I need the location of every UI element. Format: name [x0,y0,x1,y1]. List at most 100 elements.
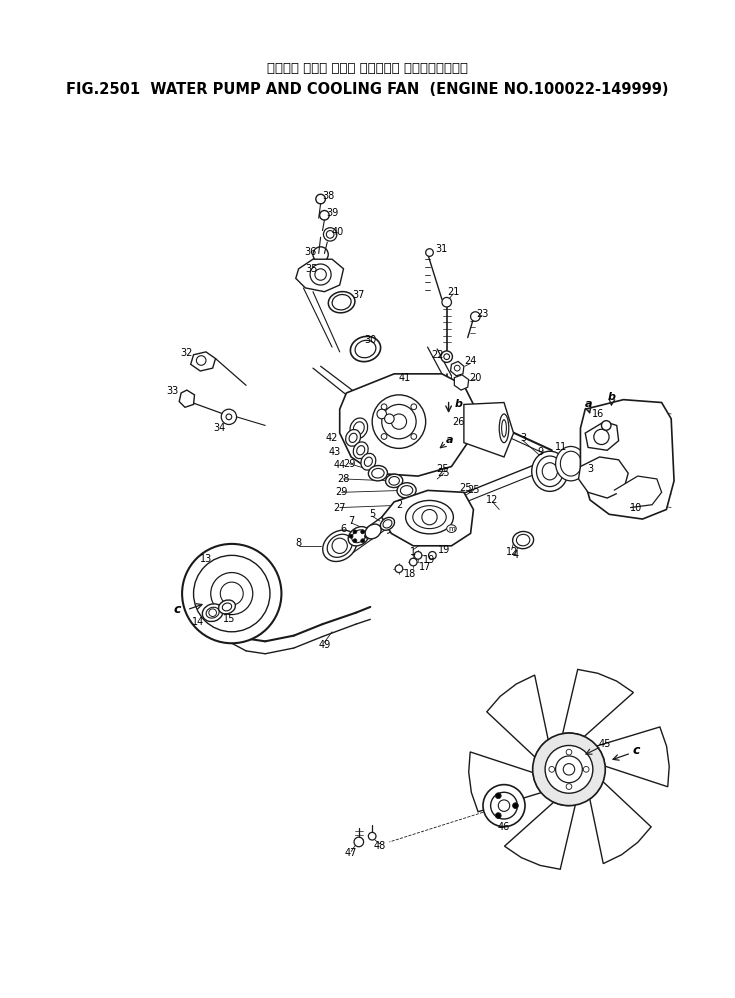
Text: 48: 48 [373,840,386,850]
Circle shape [193,555,270,632]
Circle shape [429,552,436,559]
Polygon shape [381,490,473,546]
Text: 14: 14 [192,617,204,627]
Text: 37: 37 [353,289,365,299]
Text: c: c [632,744,639,756]
Text: 30: 30 [364,335,376,345]
Text: ウォータ ポンプ および クーリング ファン　適用号機: ウォータ ポンプ および クーリング ファン 適用号機 [267,62,468,75]
Ellipse shape [351,336,381,361]
Text: c: c [173,604,181,617]
Text: 49: 49 [318,640,331,650]
Circle shape [211,573,253,615]
Text: 29: 29 [335,487,348,497]
Text: 3: 3 [520,433,526,443]
Text: 2: 2 [396,500,402,510]
Text: 26: 26 [452,416,465,426]
Text: 35: 35 [305,263,318,273]
Circle shape [361,539,365,543]
Text: 8: 8 [295,538,301,548]
Circle shape [368,832,376,840]
Circle shape [220,582,243,605]
Text: 25: 25 [467,485,480,495]
Ellipse shape [499,414,509,443]
Ellipse shape [218,600,235,614]
Ellipse shape [350,418,368,438]
Text: 19: 19 [423,555,436,565]
Circle shape [365,534,368,538]
Circle shape [422,510,437,525]
Polygon shape [469,751,541,811]
Polygon shape [179,390,195,407]
Polygon shape [597,727,670,786]
Text: 34: 34 [213,423,226,433]
Circle shape [411,404,417,409]
Circle shape [566,783,572,789]
Text: 6: 6 [340,524,347,534]
Text: 16: 16 [592,409,603,419]
Text: 46: 46 [498,821,510,831]
Circle shape [549,766,555,772]
Text: 45: 45 [598,739,611,748]
Circle shape [221,409,237,424]
Text: 40: 40 [331,228,344,238]
Text: 10: 10 [630,503,642,513]
Text: 31: 31 [436,244,448,253]
Text: 44: 44 [334,460,346,470]
Circle shape [601,421,611,430]
Circle shape [454,365,460,371]
Text: 33: 33 [166,386,179,396]
Circle shape [470,311,480,321]
Circle shape [353,539,357,543]
Text: 20: 20 [469,372,481,382]
Text: 18: 18 [404,569,417,579]
Polygon shape [190,352,215,371]
Circle shape [332,538,348,554]
Circle shape [441,351,453,362]
Circle shape [563,763,575,775]
Circle shape [372,395,426,448]
Ellipse shape [354,442,368,459]
Ellipse shape [406,500,453,534]
Ellipse shape [345,429,361,446]
Polygon shape [589,781,651,863]
Polygon shape [340,374,473,476]
Text: m: m [448,526,455,532]
Text: 11: 11 [555,442,567,452]
Polygon shape [614,476,662,508]
Ellipse shape [386,474,403,488]
Ellipse shape [368,465,387,481]
Text: 5: 5 [369,509,376,519]
Circle shape [381,433,387,439]
Circle shape [354,837,364,846]
Text: 42: 42 [326,433,338,443]
Text: 22: 22 [431,349,443,359]
Text: 32: 32 [181,348,193,358]
Circle shape [196,355,206,365]
Ellipse shape [407,496,429,513]
Text: FIG.2501  WATER PUMP AND COOLING FAN  (ENGINE NO.100022-149999): FIG.2501 WATER PUMP AND COOLING FAN (ENG… [66,82,669,97]
Text: 1: 1 [410,548,416,558]
Text: 7: 7 [348,516,354,526]
Text: 23: 23 [476,308,488,318]
Text: 28: 28 [337,474,350,484]
Polygon shape [563,670,634,737]
Circle shape [545,746,593,793]
Circle shape [384,414,394,423]
Circle shape [556,755,582,782]
Text: a: a [584,399,592,409]
Text: 17: 17 [418,562,431,572]
Text: 25: 25 [459,483,472,493]
Circle shape [381,404,387,409]
Polygon shape [581,399,674,519]
Circle shape [495,792,501,798]
Text: 27: 27 [334,503,346,513]
Text: a: a [446,435,453,445]
Ellipse shape [512,532,534,549]
Circle shape [391,414,406,429]
Ellipse shape [365,524,381,539]
Polygon shape [464,402,514,457]
Text: 38: 38 [322,192,334,202]
Ellipse shape [556,446,587,481]
Polygon shape [504,802,576,869]
Text: 24: 24 [465,356,477,366]
